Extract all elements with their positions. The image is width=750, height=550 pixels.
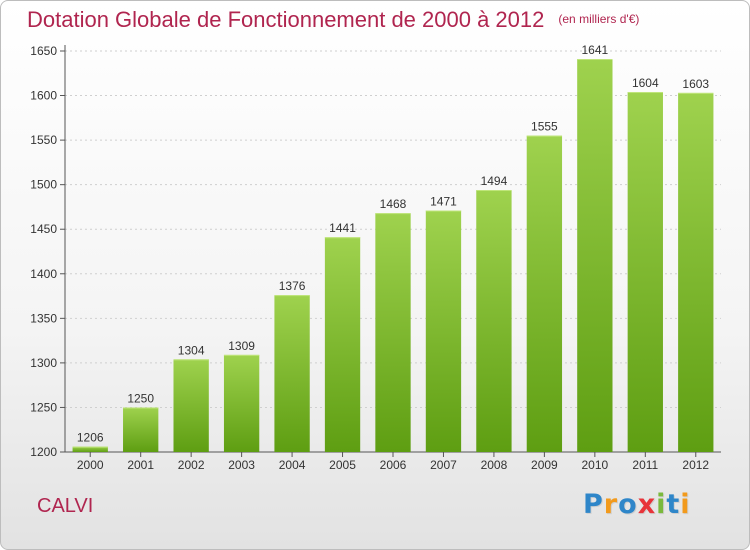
bar [627, 91, 663, 452]
y-tick-label: 1250 [30, 400, 57, 414]
y-tick-label: 1550 [30, 133, 57, 147]
x-tick-label: 2002 [178, 458, 205, 472]
x-tick-label: 2001 [127, 458, 154, 472]
x-tick-label: 2006 [380, 458, 407, 472]
bars [72, 59, 714, 453]
bar-value-label: 1309 [228, 339, 255, 353]
logo-letter: P [583, 489, 604, 520]
x-tick-label: 2009 [531, 458, 558, 472]
x-tick-label: 2012 [682, 458, 709, 472]
bar [425, 210, 462, 452]
bar [123, 407, 159, 452]
y-tick-label: 1350 [30, 311, 57, 325]
bar-value-label: 1441 [329, 221, 356, 235]
bar-value-label: 1604 [632, 76, 659, 90]
bar [526, 135, 563, 452]
proxiti-logo: Proxiti [583, 489, 691, 520]
y-tick-label: 1450 [30, 222, 57, 236]
chart-title: Dotation Globale de Fonctionnement de 20… [27, 7, 545, 32]
city-name: CALVI [37, 495, 94, 517]
data-labels: 1206 1250 1304 1309 1376 1441 1468 1471 1494 1555… [77, 43, 710, 445]
bar-value-label: 1471 [430, 195, 457, 209]
bar-value-label: 1555 [531, 120, 558, 134]
x-tick-label: 2011 [632, 458, 658, 472]
bar [678, 92, 714, 452]
axes: 1200 1250 1300 1350 1400 1450 1500 1550 1600 1650… [30, 44, 721, 472]
bar [72, 446, 108, 452]
x-tick-label: 2007 [430, 458, 457, 472]
bar [173, 359, 209, 452]
y-tick-label: 1200 [30, 445, 57, 459]
bar [375, 213, 411, 452]
bar-value-label: 1603 [682, 77, 709, 91]
x-tick-label: 2005 [329, 458, 356, 472]
y-tick-label: 1600 [30, 89, 57, 103]
bar-value-label: 1206 [77, 431, 104, 445]
bar [324, 237, 361, 452]
logo-letter: o [618, 489, 638, 520]
bar-value-label: 1494 [481, 174, 508, 188]
bar-value-label: 1468 [380, 197, 407, 211]
bar-value-label: 1304 [178, 343, 205, 357]
y-tick-label: 1500 [30, 178, 57, 192]
bar-value-label: 1376 [279, 279, 306, 293]
chart-title-block: Dotation Globale de Fonctionnement de 20… [27, 7, 639, 33]
logo-letter: r [603, 489, 619, 520]
logo-letter: x [637, 489, 657, 520]
bar [274, 295, 310, 452]
x-tick-label: 2010 [581, 458, 608, 472]
bar [476, 190, 512, 452]
y-tick-label: 1400 [30, 267, 57, 281]
bar-value-label: 1250 [127, 391, 154, 405]
bar [577, 59, 613, 453]
x-tick-label: 2000 [77, 458, 104, 472]
chart-unit-note: (en milliers d'€) [558, 12, 640, 26]
logo-letter: i [680, 489, 691, 520]
bar [223, 354, 260, 452]
y-tick-label: 1650 [30, 44, 57, 58]
x-tick-label: 2008 [481, 458, 508, 472]
x-tick-label: 2003 [228, 458, 255, 472]
logo-letter: t [666, 489, 681, 520]
bar-value-label: 1641 [581, 43, 608, 57]
x-tick-label: 2004 [279, 458, 306, 472]
logo-letter: i [656, 489, 667, 520]
y-tick-label: 1300 [30, 356, 57, 370]
